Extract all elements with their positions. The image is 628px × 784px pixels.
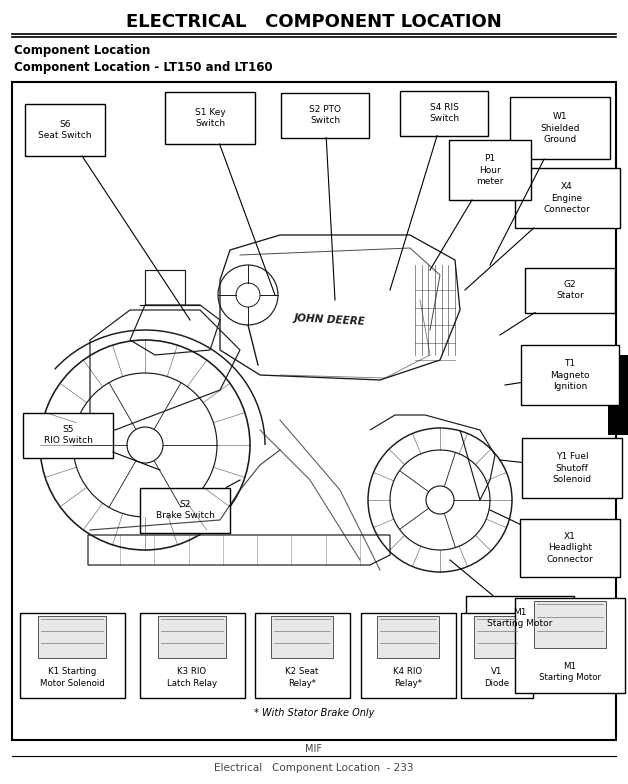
Bar [514, 168, 619, 228]
Text: S2 PTO
Switch: S2 PTO Switch [309, 105, 341, 125]
Text: S1 Key
Switch: S1 Key Switch [195, 107, 225, 129]
Text: W1
Shielded
Ground: W1 Shielded Ground [540, 112, 580, 144]
Bar [12, 82, 616, 740]
Bar [140, 488, 230, 532]
Text: X1
Headlight
Connector: X1 Headlight Connector [546, 532, 593, 564]
Bar [158, 615, 226, 658]
Bar [461, 612, 533, 698]
Bar [165, 92, 255, 144]
Text: K2 Seat
Relay*: K2 Seat Relay* [285, 667, 318, 688]
Text: MIF: MIF [305, 744, 323, 754]
Bar [400, 90, 488, 136]
Bar [474, 615, 521, 658]
Text: M1
Starting Motor: M1 Starting Motor [487, 608, 553, 628]
Bar [19, 612, 124, 698]
Bar [520, 519, 620, 577]
Bar [510, 97, 610, 159]
Bar [608, 355, 628, 435]
Text: * With Stator Brake Only: * With Stator Brake Only [254, 708, 374, 718]
Text: K1 Starting
Motor Solenoid: K1 Starting Motor Solenoid [40, 667, 104, 688]
Text: G2
Stator: G2 Stator [556, 280, 584, 300]
Bar [466, 596, 574, 641]
Text: S6
Seat Switch: S6 Seat Switch [38, 120, 92, 140]
Bar [522, 438, 622, 498]
Text: X4
Engine
Connector: X4 Engine Connector [544, 182, 590, 214]
Bar [521, 345, 619, 405]
Bar [271, 615, 333, 658]
Bar [534, 601, 606, 648]
Text: S5
RIO Switch: S5 RIO Switch [43, 425, 92, 445]
Bar [25, 104, 105, 156]
Bar [377, 615, 439, 658]
Text: K3 RIO
Latch Relay: K3 RIO Latch Relay [167, 667, 217, 688]
Bar [38, 615, 106, 658]
Text: S4 RIS
Switch: S4 RIS Switch [429, 103, 459, 123]
Text: K4 RIO
Relay*: K4 RIO Relay* [393, 667, 423, 688]
Text: Y1 Fuel
Shutoff
Solenoid: Y1 Fuel Shutoff Solenoid [553, 452, 592, 484]
Bar [360, 612, 455, 698]
Bar [281, 93, 369, 137]
Bar [515, 597, 625, 692]
Text: P1
Hour
meter: P1 Hour meter [476, 154, 504, 186]
Text: T1
Magneto
Ignition: T1 Magneto Ignition [550, 359, 590, 391]
Text: V1
Diode: V1 Diode [484, 667, 509, 688]
Text: ELECTRICAL   COMPONENT LOCATION: ELECTRICAL COMPONENT LOCATION [126, 13, 502, 31]
Text: M1
Starting Motor: M1 Starting Motor [539, 662, 601, 683]
Bar [139, 612, 244, 698]
Bar [23, 412, 113, 458]
Text: JOHN DEERE: JOHN DEERE [294, 313, 366, 327]
Bar [449, 140, 531, 200]
Text: Electrical   Component Location  - 233: Electrical Component Location - 233 [214, 763, 414, 773]
Text: S2
Brake Switch: S2 Brake Switch [156, 499, 214, 521]
Text: Component Location: Component Location [14, 43, 150, 56]
Text: Component Location - LT150 and LT160: Component Location - LT150 and LT160 [14, 60, 273, 74]
Bar [254, 612, 350, 698]
Bar [525, 267, 615, 313]
